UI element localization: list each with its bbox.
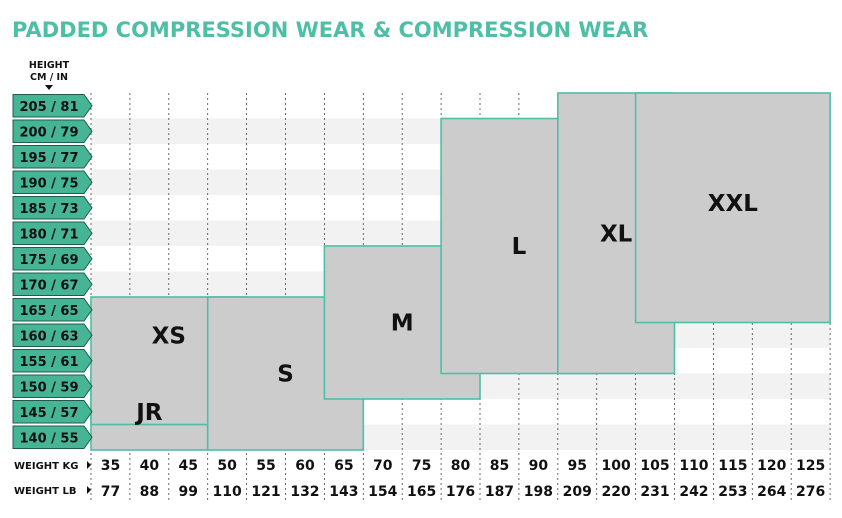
weight-kg-tick: 110 [679,458,708,474]
weight-lb-tick: 231 [640,484,669,500]
weight-kg-tick: 90 [529,458,549,474]
weight-kg-tick: 55 [256,458,275,474]
weight-lb-tick: 143 [329,484,358,500]
weight-lb-label: WEIGHT LB [14,486,76,497]
weight-lb-tick: 88 [140,484,159,500]
height-label: 185 / 73 [19,202,78,217]
height-tag [12,119,93,143]
weight-lb-tick: 77 [101,484,120,500]
weight-lb-tick: 264 [757,484,786,500]
height-axis-caret [45,85,53,90]
height-tag [12,145,93,169]
height-label: 170 / 67 [19,278,78,293]
size-label-jr: JR [134,400,163,426]
weight-lb-tick: 220 [602,484,631,500]
weight-lb-tick: 132 [290,484,319,500]
weight-kg-label: WEIGHT KG [14,461,78,472]
height-tag [12,298,93,322]
weight-kg-tick: 95 [568,458,587,474]
height-label: 200 / 79 [19,125,78,140]
weight-kg-arrow [87,461,91,469]
height-label: 160 / 63 [19,329,78,344]
height-tag [12,272,93,296]
height-label: 165 / 65 [19,304,78,319]
weight-kg-tick: 105 [640,458,669,474]
height-label: 205 / 81 [19,100,78,115]
weight-kg-tick: 85 [490,458,509,474]
weight-lb-tick: 198 [524,484,553,500]
height-tag [12,323,93,347]
chart-title: PADDED COMPRESSION WEAR & COMPRESSION WE… [12,18,648,42]
size-label-m: M [391,311,414,337]
height-label: 140 / 55 [19,431,78,446]
height-axis-label: HEIGHT [29,60,70,71]
weight-lb-tick: 154 [368,484,397,500]
height-tag [12,247,93,271]
height-tag [12,425,93,449]
height-tag [12,196,93,220]
weight-kg-tick: 50 [217,458,237,474]
height-label: 145 / 57 [19,406,78,421]
weight-kg-tick: 40 [140,458,160,474]
size-label-xl: XL [600,221,633,247]
height-tag [12,374,93,398]
height-tag [12,221,93,245]
weight-lb-tick: 242 [679,484,708,500]
weight-lb-tick: 209 [563,484,592,500]
weight-lb-tick: 276 [796,484,825,500]
weight-lb-tick: 121 [251,484,280,500]
size-label-s: S [277,362,294,388]
weight-lb-arrow [87,486,91,494]
weight-kg-tick: 120 [757,458,786,474]
height-tag [12,349,93,373]
weight-kg-tick: 125 [796,458,825,474]
weight-kg-tick: 70 [373,458,393,474]
weight-lb-tick: 176 [446,484,475,500]
weight-kg-tick: 45 [179,458,198,474]
size-label-xs: XS [152,323,186,349]
weight-kg-tick: 35 [101,458,120,474]
height-tag [12,94,93,118]
weight-lb-tick: 187 [485,484,514,500]
size-box-xxl [634,92,831,324]
height-label: 155 / 61 [19,355,78,370]
height-label: 175 / 69 [19,253,78,268]
height-tag [12,170,93,194]
weight-kg-tick: 100 [602,458,631,474]
weight-kg-tick: 75 [412,458,431,474]
height-label: 190 / 75 [19,176,78,191]
weight-lb-tick: 99 [179,484,198,500]
height-tag [12,400,93,424]
weight-lb-tick: 165 [407,484,436,500]
height-axis-unit: CM / IN [30,72,68,83]
weight-kg-tick: 80 [451,458,471,474]
height-label: 180 / 71 [19,227,78,242]
weight-kg-tick: 65 [334,458,353,474]
height-label: 150 / 59 [19,380,78,395]
weight-lb-tick: 253 [718,484,747,500]
size-label-l: L [512,234,527,260]
weight-kg-tick: 60 [295,458,315,474]
weight-lb-tick: 110 [213,484,242,500]
weight-kg-tick: 115 [718,458,747,474]
size-label-xxl: XXL [708,191,758,217]
height-label: 195 / 77 [19,151,78,166]
